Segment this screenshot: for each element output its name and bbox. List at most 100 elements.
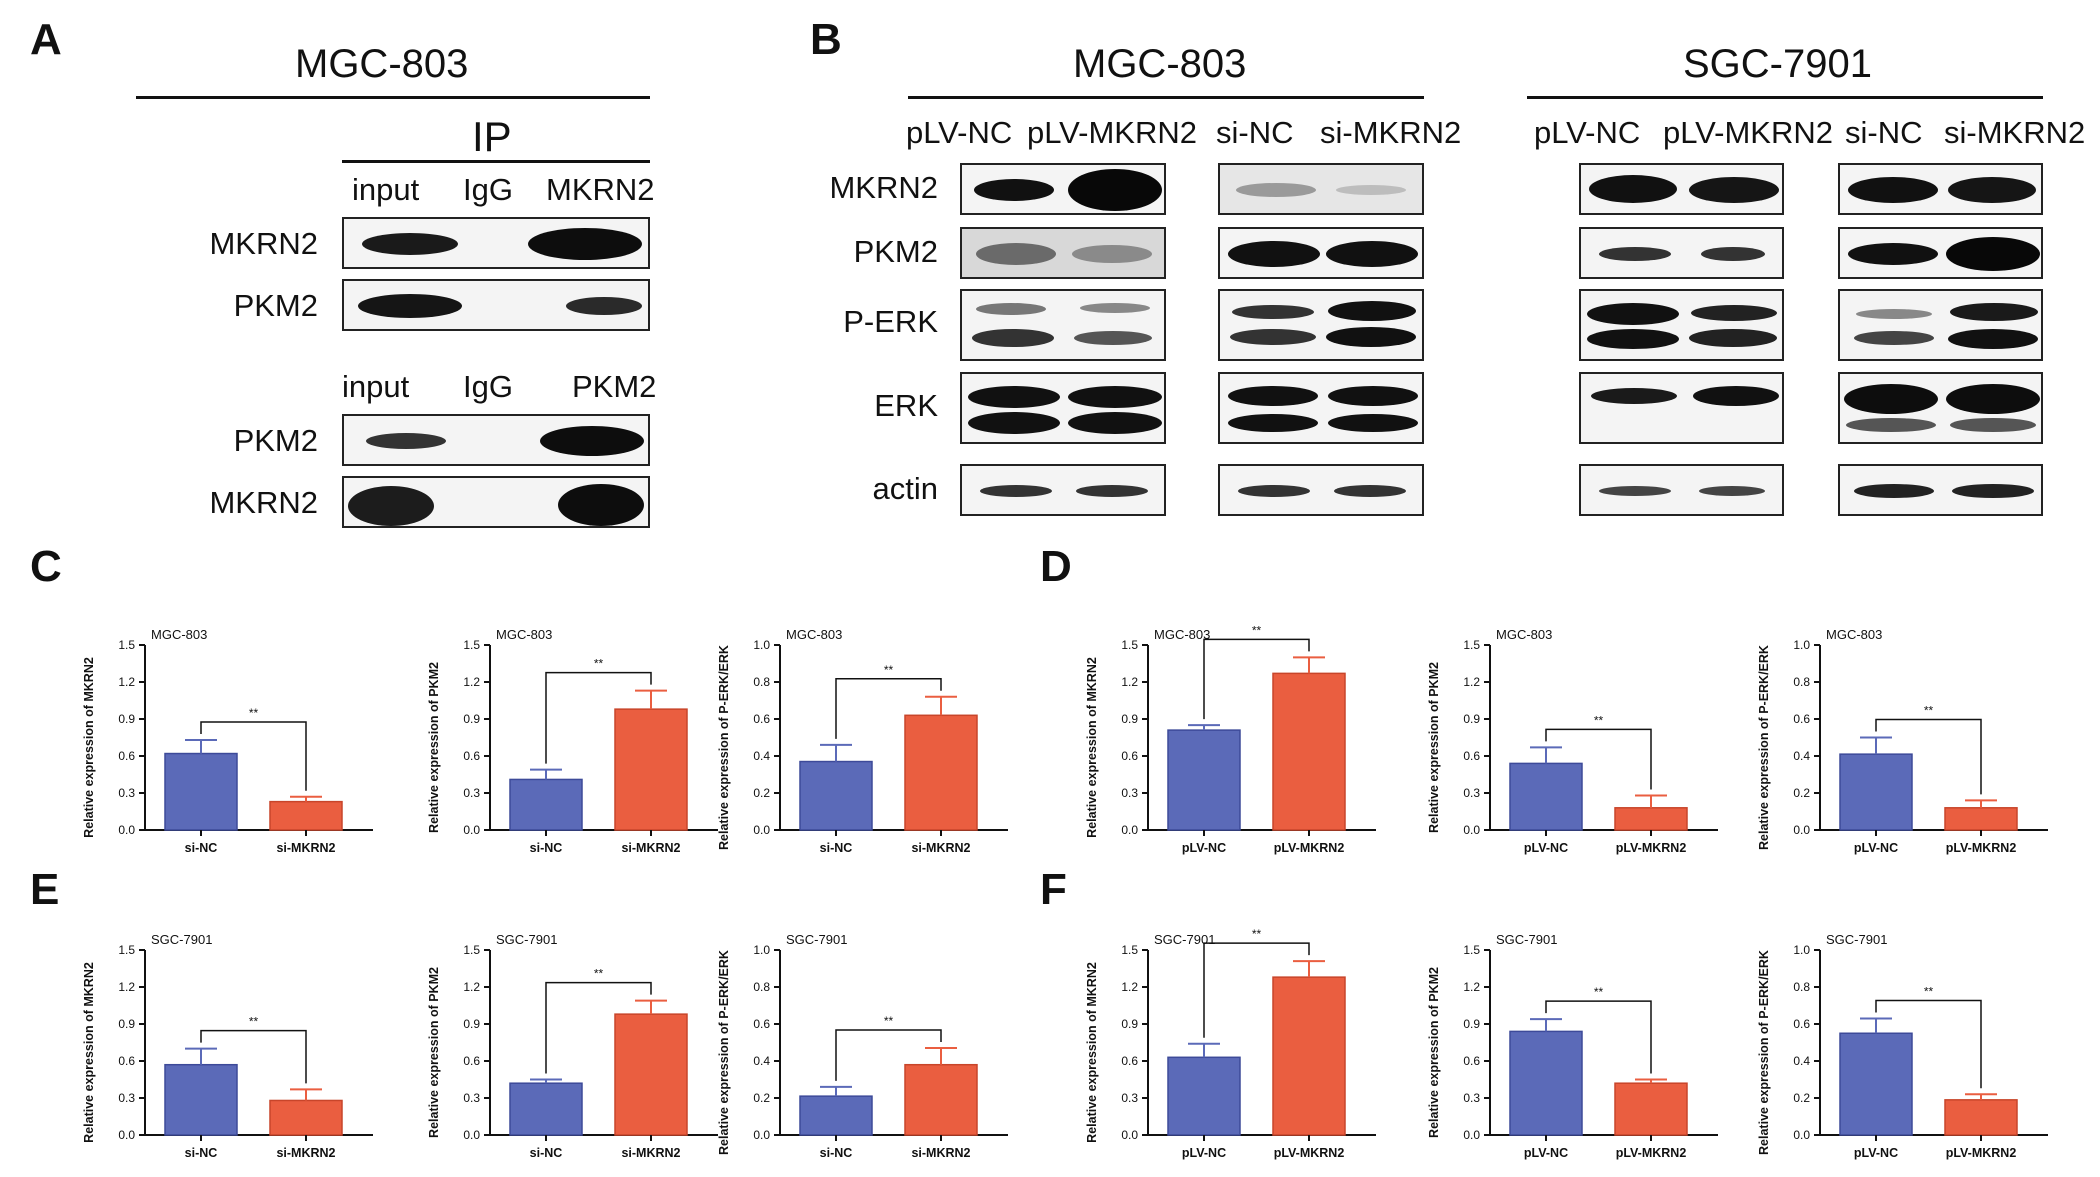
lane-label: si-NC <box>1216 115 1294 150</box>
blot-b-actin <box>960 464 1166 516</box>
bar <box>164 752 238 831</box>
y-axis-label: Relative expression of PKM2 <box>427 967 441 1138</box>
band <box>1068 169 1162 211</box>
band <box>540 426 644 456</box>
y-tick-label: 1.0 <box>753 943 770 957</box>
band <box>1948 177 2036 203</box>
y-tick-label: 0.0 <box>1463 1128 1480 1142</box>
blot-ip-pkm2 <box>342 279 650 331</box>
x-tick-label: pLV-MKRN2 <box>1946 841 2017 855</box>
y-tick-label: 0.6 <box>463 1054 480 1068</box>
band <box>1232 305 1314 319</box>
band <box>1336 185 1406 195</box>
band <box>558 484 644 526</box>
band <box>348 486 434 526</box>
significance-bracket <box>1203 942 1310 1038</box>
significance-marker: ** <box>249 1015 259 1029</box>
x-tick-label: si-MKRN2 <box>621 1146 680 1160</box>
y-tick-label: 1.5 <box>1121 638 1138 652</box>
panel-label-f: F <box>1040 865 1067 914</box>
band <box>1950 303 2038 321</box>
bar <box>1509 762 1583 831</box>
x-tick-label: si-NC <box>530 1146 563 1160</box>
band <box>1689 177 1779 203</box>
x-tick-label: si-NC <box>820 1146 853 1160</box>
band <box>1328 301 1416 321</box>
y-tick-label: 0.8 <box>753 675 770 689</box>
y-tick-label: 0.0 <box>1121 823 1138 837</box>
bar <box>1614 1082 1688 1136</box>
significance-bracket <box>1545 1000 1652 1074</box>
y-tick-label: 0.6 <box>753 1017 770 1031</box>
lane-label: si-MKRN2 <box>1944 115 2086 150</box>
band <box>1854 484 1934 498</box>
y-axis-label: Relative expression of P-ERK/ERK <box>1757 645 1771 850</box>
bar <box>799 1095 873 1136</box>
y-tick-label: 0.6 <box>118 1054 135 1068</box>
y-axis-label: Relative expression of P-ERK/ERK <box>717 950 731 1155</box>
blot-b-perk <box>1579 289 1784 361</box>
significance-bracket <box>1875 999 1982 1089</box>
significance-marker: ** <box>1252 927 1262 941</box>
y-tick-label: 0.9 <box>118 1017 135 1031</box>
chart-title: MGC-803 <box>786 627 842 642</box>
significance-bracket <box>1875 718 1982 795</box>
band <box>1080 303 1150 313</box>
band <box>1691 305 1777 321</box>
y-tick-label: 0.0 <box>1121 1128 1138 1142</box>
blot-b-perk <box>1218 289 1424 361</box>
bar <box>904 1063 978 1136</box>
blot-b-pkm2 <box>1218 227 1424 279</box>
lane-label: IgG <box>463 172 513 207</box>
x-tick-label: pLV-MKRN2 <box>1616 841 1687 855</box>
y-tick-label: 0.6 <box>1463 1054 1480 1068</box>
blot-b-erk <box>1579 372 1784 444</box>
y-tick-label: 0.2 <box>1793 1091 1810 1105</box>
lane-label: pLV-MKRN2 <box>1027 115 1197 150</box>
chart-title: MGC-803 <box>1496 627 1552 642</box>
y-tick-label: 0.4 <box>753 749 770 763</box>
blot-b-actin <box>1218 464 1424 516</box>
chart-title: SGC-7901 <box>1826 932 1887 947</box>
x-tick-label: pLV-NC <box>1182 1146 1226 1160</box>
y-tick-label: 1.5 <box>1463 638 1480 652</box>
y-tick-label: 0.9 <box>1463 1017 1480 1031</box>
bar <box>269 1099 343 1136</box>
significance-bracket <box>200 721 307 791</box>
x-tick-label: pLV-MKRN2 <box>1274 841 1345 855</box>
bar <box>1839 1032 1913 1136</box>
chart-title: MGC-803 <box>1154 627 1210 642</box>
band <box>1946 237 2040 271</box>
band <box>1854 331 1934 345</box>
y-tick-label: 0.6 <box>1463 749 1480 763</box>
y-tick-label: 0.0 <box>1793 823 1810 837</box>
band <box>1946 384 2040 414</box>
significance-bracket <box>545 671 652 764</box>
x-tick-label: pLV-NC <box>1182 841 1226 855</box>
band <box>1328 414 1418 432</box>
band <box>1599 486 1671 496</box>
band <box>1228 414 1318 432</box>
chart-title: SGC-7901 <box>1154 932 1215 947</box>
panel-label-c: C <box>30 542 62 591</box>
band <box>1074 331 1152 345</box>
band <box>1848 177 1938 203</box>
bar <box>1944 1099 2018 1136</box>
row-label: PKM2 <box>233 288 318 323</box>
y-tick-label: 0.9 <box>463 712 480 726</box>
band <box>1589 175 1677 203</box>
y-tick-label: 0.9 <box>1121 712 1138 726</box>
y-axis-label: Relative expression of PKM2 <box>427 662 441 833</box>
bar <box>904 714 978 831</box>
y-tick-label: 0.4 <box>753 1054 770 1068</box>
bar <box>1509 1030 1583 1136</box>
x-tick-label: si-MKRN2 <box>276 841 335 855</box>
lane-label: input <box>342 369 410 404</box>
band <box>1693 386 1779 406</box>
y-tick-label: 0.0 <box>118 1128 135 1142</box>
significance-marker: ** <box>884 1014 894 1028</box>
significance-marker: ** <box>594 967 604 981</box>
bar <box>1839 753 1913 831</box>
chart-title: SGC-7901 <box>151 932 212 947</box>
